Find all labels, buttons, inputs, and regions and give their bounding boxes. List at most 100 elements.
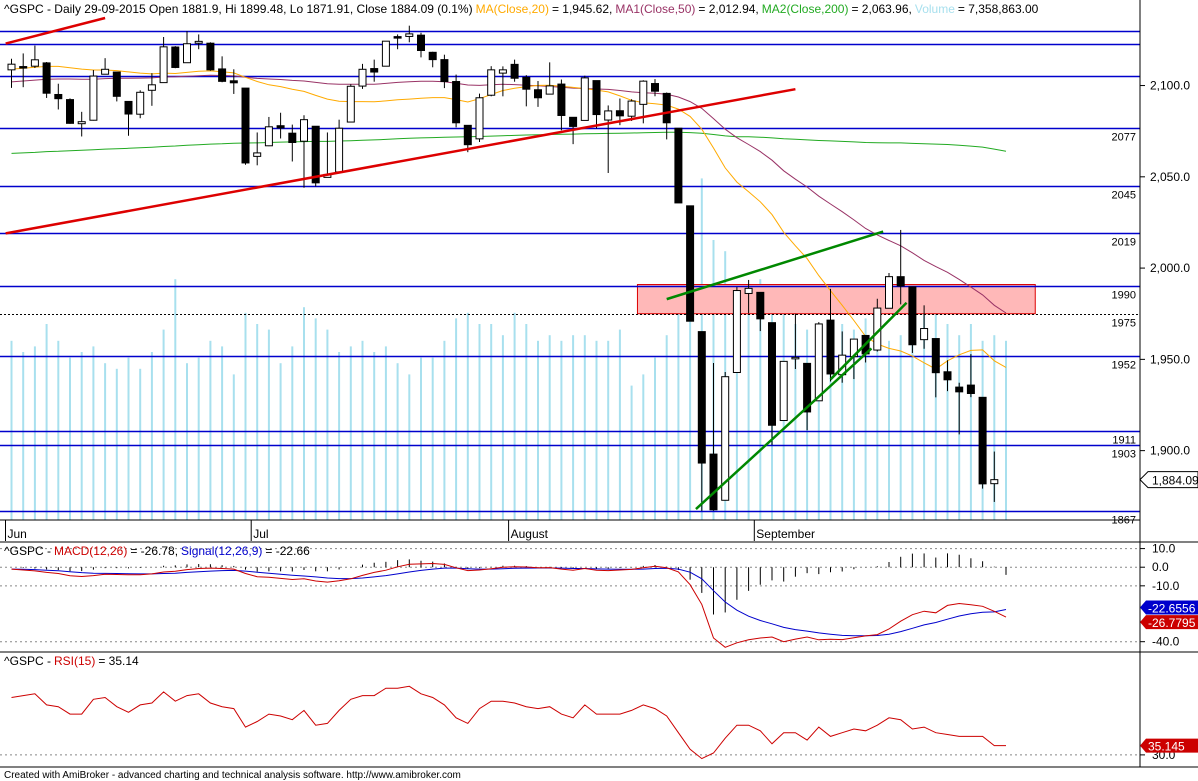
candle-body-down — [370, 68, 379, 73]
candle-body-down — [276, 125, 285, 129]
macd-tick-label: -10.0 — [1152, 579, 1180, 593]
candle-body-down — [417, 34, 425, 51]
candle — [54, 83, 63, 110]
candle — [405, 25, 414, 43]
candle — [124, 100, 133, 136]
candle-body-down — [966, 384, 975, 394]
candle — [300, 115, 308, 188]
volume-bar — [150, 352, 153, 520]
candle — [662, 92, 671, 140]
candle-body-up — [147, 84, 156, 91]
volume-bar — [303, 307, 305, 520]
candle — [580, 75, 589, 121]
candle-body-down — [112, 71, 121, 97]
candle-body-down — [171, 46, 180, 68]
volume-bar — [618, 329, 621, 520]
volume-bar — [501, 335, 504, 520]
candle — [417, 32, 425, 58]
candle — [709, 363, 718, 511]
candle-body-up — [744, 287, 753, 294]
candle-body-down — [592, 80, 601, 116]
candle — [896, 229, 905, 305]
footer-credit: Created with AmiBroker - advanced charti… — [4, 770, 461, 781]
rsi-pane[interactable]: 30.035.145 ^GSPC - RSI(15) = 35.14 — [0, 654, 1198, 762]
price-tick-label: 2,050.0 — [1150, 170, 1190, 184]
candle — [943, 360, 952, 392]
candle-body-up — [194, 40, 203, 44]
candle-body-down — [651, 83, 659, 92]
price-tick-label: 2,000.0 — [1150, 261, 1190, 275]
candle-body-up — [136, 91, 145, 115]
candle — [814, 322, 823, 402]
candle-body-down — [662, 92, 671, 124]
candle-body-down — [66, 99, 74, 124]
macd-tick-label: -40.0 — [1152, 635, 1180, 649]
candle — [498, 66, 507, 97]
volume-bar — [455, 318, 458, 520]
volume-bar — [490, 324, 493, 520]
macd-tick-label: 10.0 — [1152, 542, 1176, 556]
volume-bar — [80, 352, 83, 520]
volume-bar — [174, 279, 177, 520]
candle — [487, 66, 496, 97]
candle — [358, 63, 367, 89]
macd-last-label: -26.7795 — [1148, 616, 1196, 630]
candle — [475, 93, 484, 142]
candle-body-up — [498, 69, 507, 74]
level-label: 2019 — [1112, 237, 1136, 249]
candle-body-down — [908, 286, 917, 346]
volume-bar — [794, 324, 797, 520]
volume-bar — [548, 335, 551, 520]
volume-bar — [560, 340, 563, 520]
volume-bar — [349, 346, 352, 520]
volume-bar — [396, 363, 399, 520]
trendline — [666, 230, 884, 301]
level-label: 2077 — [1112, 132, 1136, 144]
candle — [253, 132, 262, 166]
volume-bar — [384, 346, 387, 520]
candle — [440, 54, 449, 89]
level-label: 1911 — [1112, 435, 1136, 447]
volume-bar — [443, 340, 446, 520]
candle — [966, 354, 975, 398]
candle — [686, 205, 695, 322]
volume-bar — [338, 352, 341, 520]
candle — [276, 112, 285, 139]
candle — [229, 69, 238, 94]
candle — [826, 288, 835, 382]
macd-line — [11, 562, 1007, 648]
ma50-line — [11, 74, 1007, 314]
volume-bar — [665, 335, 668, 520]
candle-body-down — [463, 124, 472, 146]
volume-bar — [654, 357, 656, 520]
volume-bar — [244, 312, 247, 520]
candle — [920, 305, 929, 349]
candle-body-up — [627, 100, 636, 117]
candle-body-up — [30, 59, 39, 67]
signal-last-marker — [1140, 600, 1198, 615]
candle — [77, 111, 86, 137]
volume-bar — [232, 374, 235, 520]
ma20-line — [11, 65, 1007, 370]
volume-bar — [186, 363, 188, 520]
candle-body-up — [253, 152, 262, 157]
candle-body-down — [896, 276, 905, 287]
candle-body-up — [381, 40, 390, 67]
candle — [651, 79, 659, 97]
candle-body-up — [264, 126, 273, 147]
macd-pane[interactable]: 10.0 0.0 -10.0 -40.0 -22.6556-26.7795 ^GSPC … — [0, 542, 1198, 649]
candle-body-down — [557, 83, 566, 116]
signal-last-label: -22.6556 — [1148, 601, 1196, 615]
candle — [463, 124, 472, 153]
candle — [744, 279, 753, 314]
candle-body-up — [920, 328, 929, 341]
level-label: 2045 — [1112, 190, 1136, 202]
candle — [112, 71, 121, 102]
candle-body-down — [943, 371, 952, 381]
candle-body-down — [697, 331, 706, 464]
candle-body-up — [885, 276, 893, 309]
volume-bar — [607, 340, 610, 520]
